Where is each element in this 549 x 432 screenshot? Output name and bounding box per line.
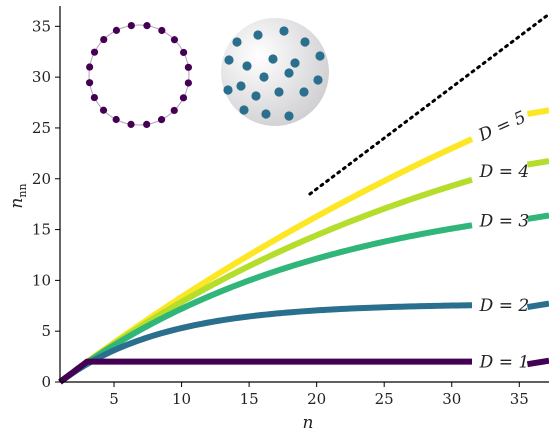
- y-tick-label: 35: [32, 17, 51, 35]
- x-tick-label: 35: [510, 390, 529, 408]
- disk-dot: [313, 75, 323, 85]
- y-tick-label: 25: [32, 119, 51, 137]
- disk-dot: [232, 37, 242, 47]
- reference-line: [308, 12, 549, 196]
- disk-dot: [261, 109, 271, 119]
- ring-dot: [127, 21, 135, 30]
- ring-dot: [99, 106, 108, 114]
- disk-inset-sphere: [221, 18, 329, 126]
- ring-dot: [179, 94, 188, 102]
- disk-dot: [300, 37, 310, 47]
- series-tail-d3: [526, 212, 549, 222]
- x-tick-label: 30: [442, 390, 461, 408]
- disk-dot: [223, 85, 233, 95]
- y-axis-label-sub: nn: [16, 183, 29, 197]
- ring-dot: [143, 120, 151, 129]
- disk-dot: [274, 87, 284, 97]
- x-axis-label: n: [303, 413, 314, 432]
- insets: [85, 18, 329, 129]
- ring-dot: [180, 48, 188, 57]
- y-tick-label: 5: [41, 322, 51, 340]
- series-label-d1: D = 1: [479, 353, 530, 373]
- x-tick-label: 5: [109, 390, 119, 408]
- y-axis-label: nnn: [7, 183, 29, 208]
- disk-dot: [224, 55, 234, 65]
- series-label-d4: D = 4: [479, 162, 530, 182]
- series-tail-d4: [526, 158, 549, 168]
- disk-dot: [259, 72, 269, 82]
- x-tick-label: 25: [375, 390, 394, 408]
- disk-dot: [284, 68, 294, 78]
- ring-dot: [85, 79, 94, 87]
- plot-area: D = 5 D = 4 D = 3 D = 2 D = 1: [58, 12, 549, 385]
- series-label-d3: D = 3: [479, 212, 530, 232]
- ring-dot: [90, 93, 98, 102]
- ring-dot: [170, 106, 178, 115]
- series-line-d4: [58, 176, 473, 385]
- disk-dot: [290, 58, 300, 68]
- disk-dot: [239, 105, 249, 115]
- ring-dot: [184, 63, 193, 71]
- axes: 5 10 15 20 25 30 35 0 5 10 15 20 25 30 35: [32, 6, 549, 408]
- disk-dot: [299, 87, 309, 97]
- series-tail-d2: [526, 300, 549, 311]
- series-tail-d5: [526, 107, 549, 117]
- ring-dot: [112, 115, 120, 124]
- disk-dot: [236, 81, 246, 91]
- disk-dot: [242, 61, 252, 71]
- y-tick-label: 15: [32, 221, 51, 239]
- y-tick-label: 10: [32, 271, 51, 289]
- y-tick-label: 20: [32, 170, 51, 188]
- ring-dot: [100, 35, 108, 44]
- disk-dot: [268, 54, 278, 64]
- y-tick-label: 30: [32, 68, 51, 86]
- x-tick-label: 20: [307, 390, 326, 408]
- ring-dot: [170, 36, 179, 44]
- x-tick-label: 10: [172, 390, 191, 408]
- ring-dot: [158, 26, 166, 35]
- disk-dot: [315, 51, 325, 61]
- y-tick-label: 0: [41, 373, 51, 391]
- series-label-d2: D = 2: [479, 296, 530, 316]
- disk-dot: [279, 26, 289, 36]
- ring-dot: [157, 116, 166, 124]
- series-line-d1: [58, 358, 473, 385]
- disk-dot: [284, 111, 294, 121]
- series-line-d2: [58, 302, 473, 385]
- ring-dot: [143, 22, 151, 30]
- disk-dot: [251, 91, 261, 101]
- ring-inset-circle: [88, 24, 190, 126]
- ring-dot: [112, 26, 121, 34]
- series-tail-d1: [526, 357, 549, 368]
- ring-dot: [86, 63, 94, 71]
- y-axis-label-main: n: [7, 198, 27, 209]
- ring-dot: [127, 120, 135, 128]
- series-line-d3: [58, 222, 473, 385]
- series-label-d5: D = 5: [475, 107, 529, 146]
- x-tick-label: 15: [240, 390, 259, 408]
- ring-dot: [90, 48, 99, 56]
- disk-dot: [253, 30, 263, 40]
- ring-dot: [184, 79, 192, 87]
